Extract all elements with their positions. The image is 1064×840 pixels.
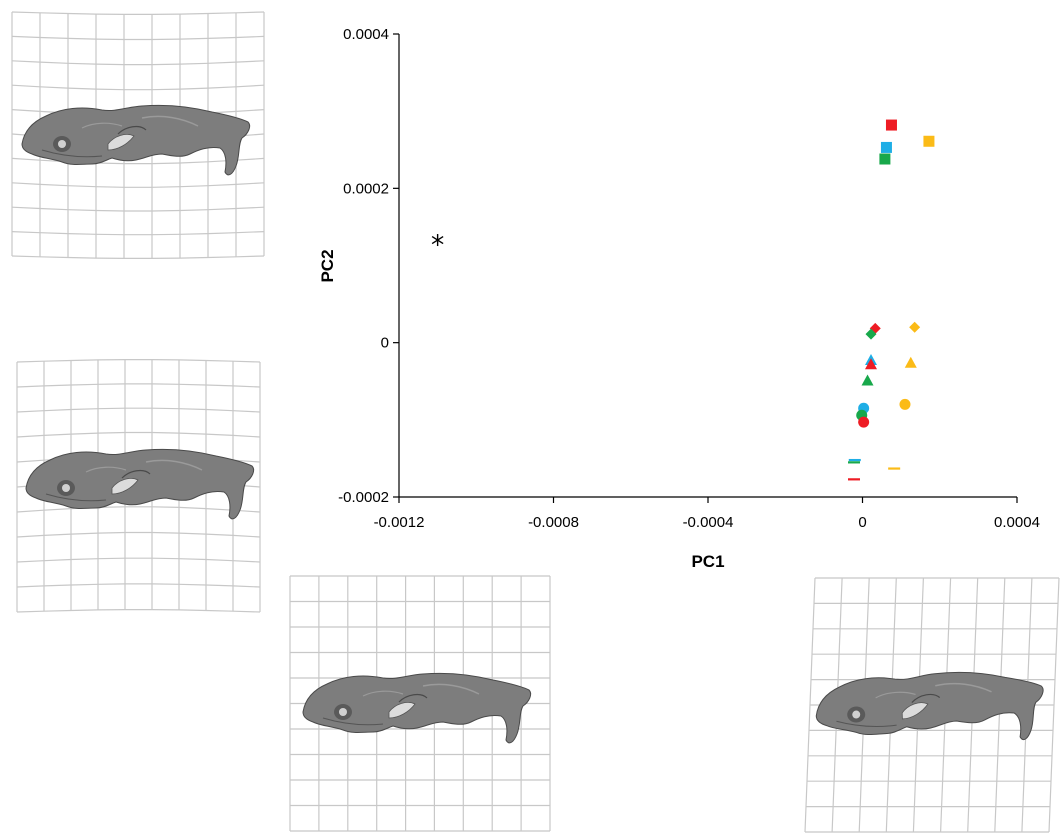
grid-row-line <box>16 609 261 613</box>
skull-image <box>814 668 1046 748</box>
skull-image <box>21 104 251 176</box>
x-axis-title: PC1 <box>691 552 724 571</box>
point-circle-orange <box>899 398 911 410</box>
skull-image <box>25 448 255 520</box>
x-tick-label: -0.0008 <box>528 514 579 531</box>
y-ticks: -0.0002 0 0.0002 0.0004 <box>338 26 399 506</box>
point-square-green <box>879 153 891 165</box>
x-tick-label: -0.0012 <box>374 514 425 531</box>
point-square-blue <box>880 141 892 153</box>
data-points <box>431 119 935 481</box>
grid-row-line <box>16 359 261 363</box>
point-triangle-orange <box>904 356 917 368</box>
y-tick-label: 0 <box>381 335 389 352</box>
point-dash-blue <box>848 458 861 462</box>
y-tick-label: -0.0002 <box>338 489 389 506</box>
grid-row-line <box>11 35 265 41</box>
deformation-grid-bottom-right <box>804 577 1060 833</box>
skull-image <box>302 672 532 744</box>
grid-row-line <box>11 60 265 66</box>
grid-row-line <box>11 206 265 212</box>
grid-row-line <box>16 557 261 563</box>
grid-col-line <box>804 577 816 833</box>
point-square-red <box>885 119 897 131</box>
deformation-grid-middle-left <box>16 359 261 613</box>
grid-col-line <box>1048 577 1060 833</box>
point-dash-orange <box>888 467 901 470</box>
grid-row-line <box>11 84 265 91</box>
grid-row-line <box>16 506 261 513</box>
deformation-grid-bottom-center <box>289 575 551 832</box>
point-diamond-orange <box>909 321 921 333</box>
point-circle-red <box>858 416 870 428</box>
deformation-grid-top-left <box>11 11 265 259</box>
x-tick-label: -0.0004 <box>683 514 734 531</box>
x-ticks: -0.0012 -0.0008 -0.0004 0 0.0004 <box>374 497 1040 531</box>
point-triangle-red <box>864 358 877 370</box>
y-axis-title: PC2 <box>318 249 337 282</box>
grid-row-line <box>16 583 261 588</box>
grid-row-line <box>11 255 265 259</box>
y-tick-label: 0.0004 <box>343 26 389 43</box>
y-tick-label: 0.0002 <box>343 180 389 197</box>
grid-row-line <box>11 11 265 15</box>
grid-lines <box>16 359 261 613</box>
point-dash-red <box>848 478 861 481</box>
point-diamond-green <box>865 328 877 340</box>
grid-row-line <box>11 157 265 165</box>
grid-row-line <box>16 383 261 388</box>
point-asterisk-black <box>431 234 444 247</box>
x-tick-label: 0.0004 <box>994 514 1040 531</box>
point-dash-green <box>848 461 861 464</box>
grid-row-line <box>16 531 261 538</box>
grid-row-line <box>11 231 265 236</box>
grid-row-line <box>11 182 265 188</box>
x-tick-label: 0 <box>858 514 866 531</box>
point-triangle-green <box>861 374 874 386</box>
grid-row-line <box>16 431 261 438</box>
point-square-orange <box>923 135 935 147</box>
grid-row-line <box>16 407 261 413</box>
